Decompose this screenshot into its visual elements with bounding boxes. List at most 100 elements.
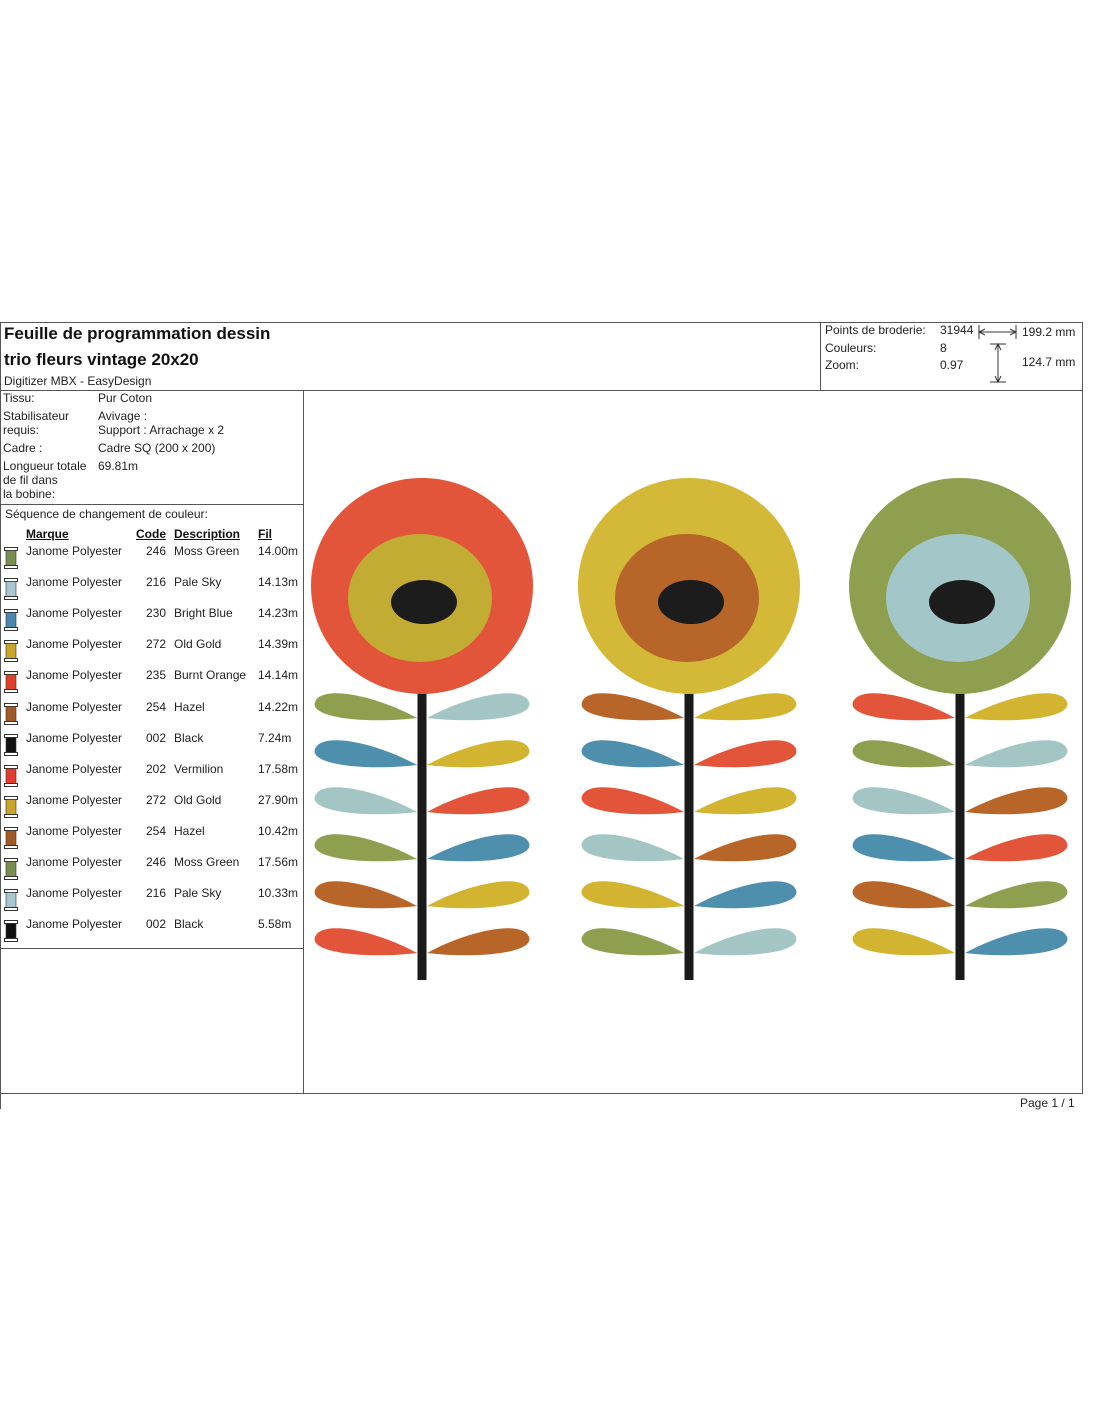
thread-code: 246: [146, 544, 167, 558]
thread-length: 14.23m: [258, 606, 299, 621]
frame-label: Cadre :: [3, 441, 43, 455]
flower-2-leaf-left: [581, 834, 684, 862]
thread-length: 10.33m: [258, 886, 299, 901]
thread-length: 17.56m: [258, 855, 299, 869]
thread-length: 14.00m: [258, 544, 299, 558]
thread-code: 254: [146, 823, 167, 838]
zoom-label: Zoom:: [825, 358, 860, 372]
thread-spool-icon: [4, 671, 18, 694]
flower-1-center: [391, 580, 457, 624]
thread-length: 14.39m: [258, 637, 299, 652]
stats-divider: [820, 322, 821, 390]
table-row: Janome Polyester 216 Pale Sky 14.13m: [0, 575, 303, 606]
thread-length-label-line3: la bobine:: [3, 487, 56, 501]
thread-brand: Janome Polyester: [26, 855, 123, 869]
thread-description: Black: [174, 917, 204, 932]
thread-brand: Janome Polyester: [26, 792, 123, 807]
flower-3-leaf-right: [965, 787, 1068, 815]
stabilizer-value-line1: Avivage :: [98, 409, 148, 423]
flower-3-leaf-right: [965, 693, 1068, 721]
thread-spool-icon: [4, 578, 18, 601]
thread-description: Black: [174, 730, 204, 745]
thread-length: 27.90m: [258, 792, 299, 807]
table-row: Janome Polyester 272 Old Gold 27.90m: [0, 793, 303, 824]
thread-code: 202: [146, 761, 167, 776]
thread-description: Moss Green: [174, 855, 240, 869]
design-height: 124.7 mm: [1022, 355, 1076, 369]
header-description: Description: [174, 527, 241, 541]
thread-brand: Janome Polyester: [26, 606, 123, 621]
flower-1-leaf-left: [314, 928, 417, 956]
thread-description: Pale Sky: [174, 886, 222, 901]
header-brand: Marque: [26, 527, 69, 541]
table-row: Janome Polyester 235 Burnt Orange 14.14m: [0, 668, 303, 699]
flower-1-leaf-left: [314, 787, 417, 815]
thread-spool-icon: [4, 858, 18, 880]
stabilizer-value: Avivage : Support : Arrachage x 2: [98, 409, 224, 437]
fabric-value: Pur Coton: [98, 391, 153, 405]
sheet-left-border: [0, 322, 1, 1109]
thread-code: 235: [146, 668, 167, 683]
stabilizer-value-line2: Support : Arrachage x 2: [98, 423, 225, 437]
thread-spool-icon: [4, 609, 18, 632]
thread-code: 002: [146, 730, 167, 745]
table-row: Janome Polyester 202 Vermilion 17.58m: [0, 762, 303, 793]
thread-code: 272: [146, 637, 167, 652]
design-name: trio fleurs vintage 20x20: [4, 350, 199, 369]
thread-spool-icon: [4, 920, 18, 943]
software-label: Digitizer MBX - EasyDesign: [4, 374, 152, 388]
thread-code: 254: [146, 699, 167, 714]
stabilizer-label: Stabilisateur requis:: [3, 409, 69, 437]
flower-1-leaf-left: [314, 693, 417, 721]
flower-3-leaf-right: [965, 834, 1068, 862]
sheet-bottom-border: [0, 1093, 1083, 1094]
thread-description: Moss Green: [174, 544, 240, 558]
table-row: Janome Polyester 002 Black 7.24m: [0, 731, 303, 762]
thread-brand: Janome Polyester: [26, 544, 123, 558]
flower-2-leaf-left: [581, 881, 684, 909]
thread-length: 14.14m: [258, 668, 299, 683]
thread-length: 7.24m: [258, 730, 292, 745]
embroidery-preview: [311, 478, 1071, 980]
fabric-label: Tissu:: [3, 391, 35, 405]
design-width: 199.2 mm: [1022, 325, 1076, 339]
thread-description: Vermilion: [174, 761, 224, 776]
stitches-label: Points de broderie:: [825, 323, 926, 337]
programming-sheet: Feuille de programmation dessin trio fle…: [0, 322, 1083, 1110]
stitches-value: 31944: [940, 323, 974, 337]
sheet-right-border: [1082, 322, 1083, 1093]
flower-3-leaf-left: [852, 787, 955, 815]
flower-1-leaf-left: [314, 834, 417, 862]
header-code: Code: [136, 527, 166, 541]
table-row: Janome Polyester 272 Old Gold 14.39m: [0, 637, 303, 668]
table-row: Janome Polyester 002 Black 5.58m: [0, 917, 303, 948]
thread-brand: Janome Polyester: [26, 917, 123, 932]
sequence-bottom-divider: [0, 948, 303, 949]
flower-3-leaf-right: [965, 928, 1068, 956]
flower-2-leaf-right: [694, 834, 797, 862]
stabilizer-label-line2: requis:: [3, 423, 40, 437]
thread-spool-icon: [4, 640, 18, 663]
flower-1-leaf-right: [427, 740, 530, 768]
flower-3-center: [929, 580, 995, 624]
flower-1-leaf-left: [314, 740, 417, 768]
flower-2-leaf-left: [581, 928, 684, 956]
stabilizer-label-line1: Stabilisateur: [3, 409, 70, 423]
thread-description: Burnt Orange: [174, 668, 247, 683]
thread-length-label: Longueur totale de fil dans la bobine:: [3, 459, 86, 501]
thread-brand: Janome Polyester: [26, 761, 123, 776]
thread-code: 230: [146, 606, 167, 621]
thread-brand: Janome Polyester: [26, 730, 123, 745]
table-row: Janome Polyester 246 Moss Green 17.56m: [0, 855, 303, 886]
flower-1-leaf-right: [427, 928, 530, 956]
flower-3-leaf-right: [965, 740, 1068, 768]
thread-length-label-line2: de fil dans: [3, 473, 58, 487]
flower-2-leaf-right: [694, 740, 797, 768]
thread-spool-icon: [4, 764, 18, 787]
thread-description: Hazel: [174, 699, 205, 714]
flower-3-leaf-left: [852, 693, 955, 721]
flower-2-leaf-right: [694, 693, 797, 721]
flower-2-leaf-right: [694, 881, 797, 909]
flower-2-leaf-left: [581, 740, 684, 768]
thread-description: Old Gold: [174, 792, 222, 807]
